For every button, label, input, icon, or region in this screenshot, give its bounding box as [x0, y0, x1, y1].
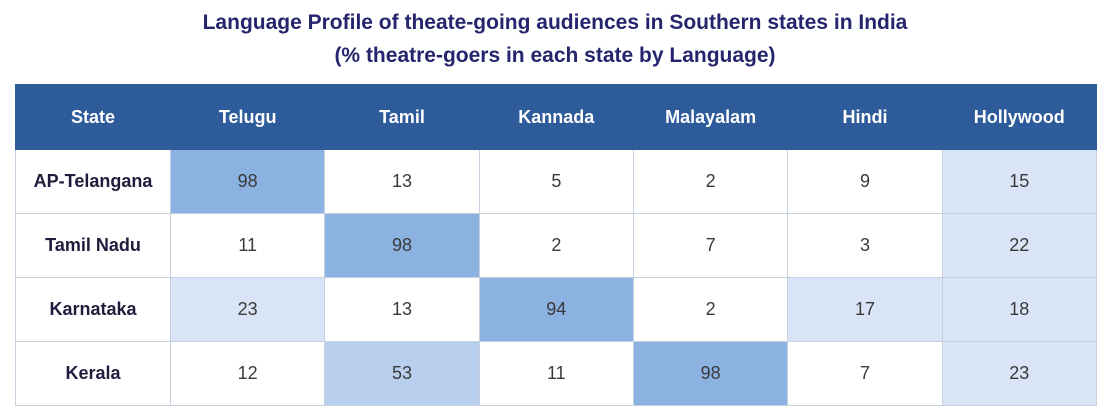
row-label: Karnataka: [15, 277, 171, 342]
heatmap-cell: 98: [169, 149, 326, 214]
heatmap-cell: 7: [787, 341, 943, 406]
column-header-telugu: Telugu: [169, 84, 326, 150]
heatmap-cell: 2: [632, 149, 789, 214]
heatmap-cell: 9: [787, 149, 943, 214]
heatmap-cell: 5: [478, 149, 634, 214]
heatmap-cell: 98: [632, 341, 789, 406]
heatmap-cell: 2: [632, 277, 789, 342]
heatmap-cell: 17: [787, 277, 943, 342]
heatmap-cell: 13: [324, 149, 480, 214]
heatmap-cell: 11: [169, 213, 326, 278]
heatmap-cell: 11: [478, 341, 634, 406]
heatmap-cell: 23: [169, 277, 326, 342]
row-label: Tamil Nadu: [15, 213, 171, 278]
table-body: AP-Telangana 98 13 5 2 9 15 Tamil Nadu 11 98 2 7 3 22…: [15, 149, 1097, 406]
table-row: AP-Telangana 98 13 5 2 9 15: [15, 149, 1097, 214]
row-label: AP-Telangana: [15, 149, 171, 214]
column-header-tamil: Tamil: [324, 84, 480, 150]
heatmap-cell: 22: [941, 213, 1097, 278]
chart-title: Language Profile of theate-going audienc…: [202, 11, 908, 34]
column-header-hollywood: Hollywood: [941, 84, 1097, 150]
heatmap-cell: 13: [324, 277, 480, 342]
language-heatmap-table: State Telugu Tamil Kannada Malayalam Hindi Ho…: [15, 84, 1097, 406]
chart-subtitle: (% theatre-goers in each state by Langua…: [334, 44, 776, 67]
table-row: Kerala 12 53 11 98 7 23: [15, 341, 1097, 406]
heatmap-cell: 23: [941, 341, 1097, 406]
heatmap-cell: 15: [941, 149, 1097, 214]
column-header-hindi: Hindi: [787, 84, 943, 150]
heatmap-cell: 94: [478, 277, 634, 342]
heatmap-cell: 3: [787, 213, 943, 278]
heatmap-cell: 53: [324, 341, 480, 406]
header-row: State Telugu Tamil Kannada Malayalam Hindi Ho…: [15, 84, 1097, 150]
chart-title-block: Language Profile of theate-going audienc…: [0, 6, 1110, 72]
table-row: Karnataka 23 13 94 2 17 18: [15, 277, 1097, 342]
heatmap-cell: 98: [324, 213, 480, 278]
row-label: Kerala: [15, 341, 171, 406]
table-row: Tamil Nadu 11 98 2 7 3 22: [15, 213, 1097, 278]
heatmap-cell: 12: [169, 341, 326, 406]
heatmap-cell: 7: [632, 213, 789, 278]
column-header-malayalam: Malayalam: [632, 84, 789, 150]
heatmap-cell: 2: [478, 213, 634, 278]
heatmap-cell: 18: [941, 277, 1097, 342]
column-header-kannada: Kannada: [478, 84, 634, 150]
column-header-state: State: [15, 84, 171, 150]
